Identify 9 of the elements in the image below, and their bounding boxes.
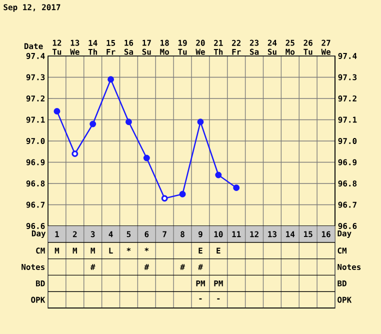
point — [215, 172, 222, 178]
point — [125, 118, 132, 126]
point — [54, 108, 60, 114]
point — [143, 154, 150, 162]
point — [108, 76, 114, 83]
point — [179, 190, 186, 198]
point — [90, 120, 96, 128]
point — [233, 184, 240, 191]
point — [197, 118, 204, 126]
